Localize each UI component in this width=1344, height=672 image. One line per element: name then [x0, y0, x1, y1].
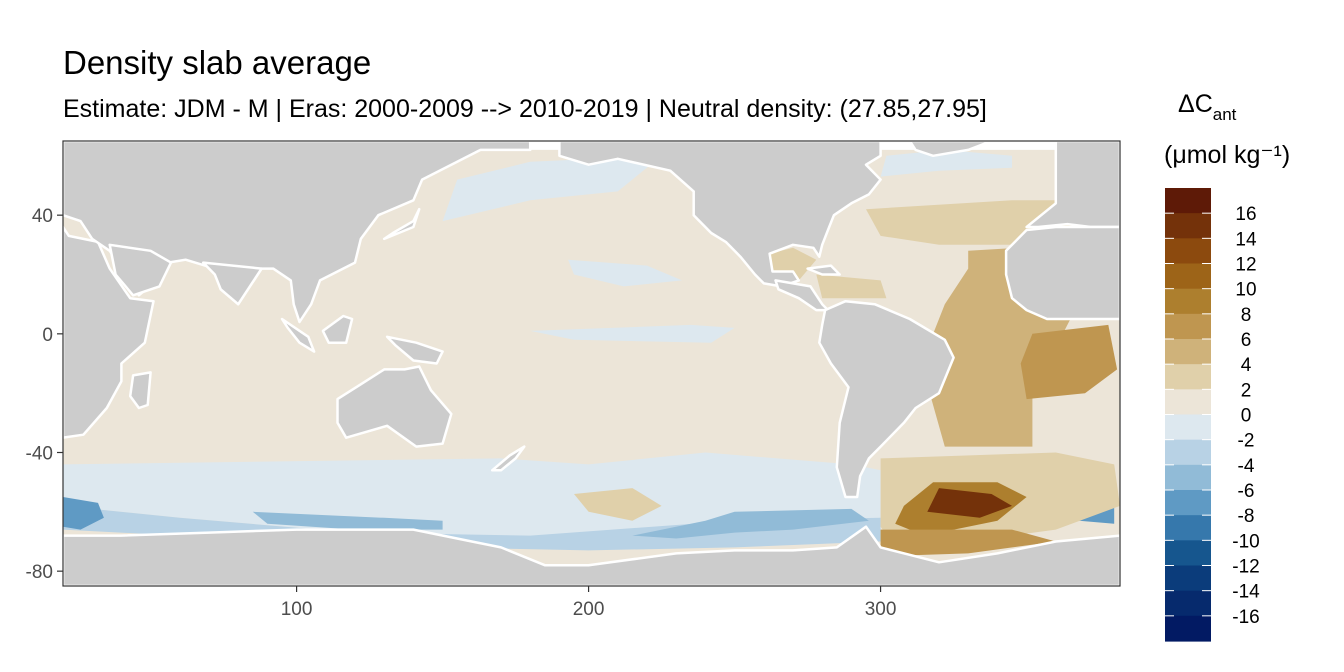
region-equatorial-pacific-patch	[530, 324, 735, 343]
land-new-zealand	[490, 445, 526, 472]
legend-bin	[1165, 213, 1211, 239]
x-axis: 100 200 300	[281, 586, 897, 620]
legend-tick-label: 6	[1241, 330, 1252, 351]
region-ross-sea-band	[632, 508, 869, 539]
land-greenland	[908, 141, 993, 158]
legend-tick-label: -10	[1232, 531, 1259, 552]
legend-bin	[1165, 590, 1211, 617]
legend-tick-label: -14	[1232, 582, 1260, 603]
region-north-pacific-cold	[442, 155, 662, 222]
land-india	[201, 261, 263, 306]
legend-tick-label: 10	[1235, 280, 1256, 301]
land-central-america	[774, 279, 830, 312]
legend-bin	[1165, 188, 1211, 214]
region-indian-sector-band	[252, 511, 443, 530]
region-south-atlantic-core	[927, 488, 1012, 518]
region-caribbean-warm	[816, 274, 887, 299]
land-sumatra	[280, 317, 316, 353]
y-tick-label: 40	[32, 206, 53, 227]
legend-tick-label: 2	[1241, 380, 1252, 401]
land-africa-west	[1004, 225, 1120, 321]
legend-bin	[1165, 288, 1211, 315]
y-tick-label: -40	[26, 444, 53, 465]
region-labrador-sea-cold	[880, 149, 1012, 177]
x-tick-label: 200	[573, 599, 605, 620]
legend-bin	[1165, 389, 1211, 416]
legend-bin	[1165, 339, 1211, 365]
legend-tick-label: 0	[1241, 406, 1252, 427]
land-japan	[382, 207, 421, 241]
plot-border	[62, 140, 1121, 587]
region-weddell-west-strong	[63, 497, 104, 530]
legend-bin	[1165, 263, 1211, 290]
legend-bin	[1165, 238, 1211, 265]
legend-tick-label: -16	[1232, 607, 1259, 628]
legend-bin	[1165, 364, 1211, 390]
region-north-pacific-cold-2	[568, 259, 682, 287]
region-south-atlantic-band	[880, 529, 1056, 557]
y-tick-label: 0	[42, 325, 53, 346]
y-tick-label: -80	[26, 562, 53, 583]
legend-title-sub: ant	[1213, 105, 1237, 124]
legend-bin	[1165, 313, 1211, 340]
legend-tick-label: 12	[1235, 255, 1256, 276]
plot-area	[63, 141, 1120, 586]
region-pacific-antarctic-warm	[574, 488, 662, 521]
legend-tick-label: 4	[1241, 355, 1252, 376]
land-north-america	[558, 141, 882, 288]
legend-colorbar	[1165, 188, 1211, 642]
legend-bin	[1165, 464, 1211, 491]
legend-bin	[1165, 490, 1211, 516]
legend-tick-label: -6	[1238, 481, 1255, 502]
legend-bin	[1165, 615, 1211, 642]
land-south-america	[818, 299, 955, 499]
x-tick-label: 100	[281, 599, 313, 620]
chart-subtitle: Estimate: JDM - M | Eras: 2000-2009 --> …	[63, 95, 987, 123]
x-tick-label: 300	[865, 599, 897, 620]
legend-title-main: ΔC	[1178, 90, 1213, 118]
land-madagascar	[128, 371, 152, 410]
land-europe-sw	[1025, 141, 1120, 229]
legend-title: ΔCant	[1178, 90, 1237, 124]
legend-bin	[1165, 540, 1211, 567]
legend-tick-label: 16	[1235, 204, 1256, 225]
legend-ticks: 16 14 12 10 8 6 4 2 0 -2 -4 -6 -8 -10 -12 -14 -16	[1165, 204, 1260, 628]
legend-tick-label: -8	[1238, 506, 1255, 527]
legend-tick-label: -2	[1238, 431, 1255, 452]
land-arabia	[108, 243, 173, 297]
land-borneo	[321, 314, 354, 344]
region-gulf-of-guinea-warm	[1020, 324, 1118, 400]
land-cuba	[806, 264, 841, 276]
chart-title: Density slab average	[63, 44, 371, 81]
y-axis: 40 0 -40 -80	[26, 206, 63, 583]
legend-bin	[1165, 565, 1211, 592]
legend-bin	[1165, 414, 1211, 441]
land-australia	[336, 365, 453, 448]
legend-tick-label: 14	[1235, 229, 1257, 250]
legend: ΔCant (μmol kg⁻¹) 16 14 12 10 8 6 4 2 0 -2 -4 -6 -8 -…	[1164, 90, 1290, 642]
legend-tick-label: 8	[1241, 305, 1252, 326]
legend-bin	[1165, 515, 1211, 541]
land-new-guinea	[385, 335, 444, 365]
legend-bin	[1165, 439, 1211, 466]
legend-tick-label: -12	[1232, 557, 1259, 578]
legend-units: (μmol kg⁻¹)	[1164, 141, 1290, 169]
legend-tick-label: -4	[1238, 456, 1255, 477]
land-masses	[63, 141, 1120, 586]
land-antarctica	[63, 525, 1120, 586]
